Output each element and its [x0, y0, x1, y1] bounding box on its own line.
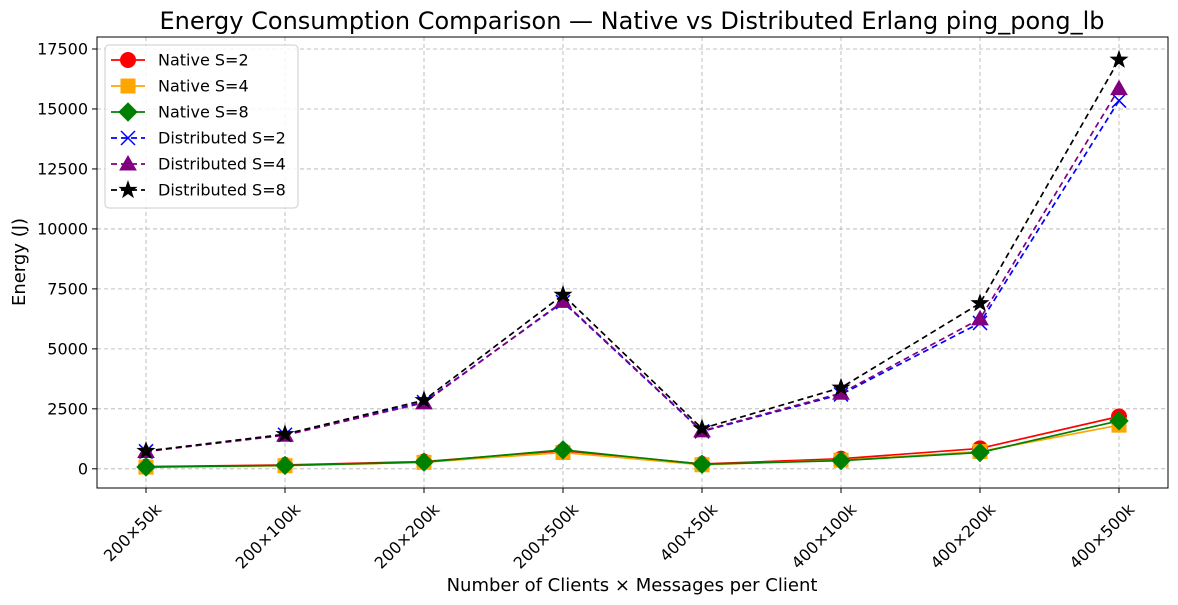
data-point [970, 293, 990, 312]
y-tick-label: 0 [78, 459, 88, 478]
legend-marker [118, 102, 138, 122]
chart-title: Energy Consumption Comparison — Native v… [159, 7, 1104, 35]
data-point [1110, 79, 1128, 96]
data-point [831, 450, 851, 471]
x-tick-label: 400×50k [656, 499, 722, 565]
legend-marker [118, 179, 138, 199]
legend-marker [119, 154, 137, 171]
x-tick-label: 200×50k [100, 499, 166, 565]
y-tick-label: 7500 [47, 279, 88, 298]
legend-box [104, 44, 299, 209]
y-tick-label: 10000 [37, 219, 88, 238]
series-line [145, 59, 1120, 452]
data-point [831, 377, 851, 396]
legend-marker [120, 78, 136, 94]
x-tick-label: 400×100k [788, 499, 861, 572]
legend-marker [120, 52, 136, 68]
x-axis-label: Number of Clients × Messages per Client [447, 575, 818, 596]
legend-marker [120, 130, 136, 146]
data-point [970, 442, 990, 463]
plot-frame [96, 36, 1169, 489]
x-tick-label: 200×200k [371, 499, 444, 572]
data-point [1109, 411, 1129, 431]
x-axis-ticks: 200×50k 200×100k 200×200k 200×500k 400×50k 40… [100, 488, 1139, 573]
data-point [136, 457, 156, 477]
y-axis-ticks: 0 2500 5000 7500 10000 12500 15000 17500 [37, 39, 97, 478]
legend: Native S=2 Native S=4 Native S=8 Distribute… [104, 44, 299, 209]
data-point [553, 440, 573, 460]
series-5 [136, 49, 1129, 460]
y-axis-label: Energy (J) [9, 218, 30, 306]
y-tick-label: 17500 [37, 39, 88, 58]
legend-label: Distributed S=2 [158, 129, 286, 148]
x-tick-label: 400×500k [1066, 499, 1139, 572]
data-point [414, 390, 434, 409]
data-point [553, 284, 573, 303]
data-point [692, 418, 712, 437]
legend-item: Distributed S=2 [111, 129, 286, 148]
legend-item: Distributed S=8 [111, 179, 286, 200]
data-point [414, 452, 434, 472]
series-line [145, 88, 1120, 453]
data-point [1111, 93, 1127, 109]
legend-label: Native S=4 [158, 77, 249, 96]
series-line [145, 420, 1120, 468]
legend-label: Native S=8 [158, 103, 249, 122]
x-tick-label: 200×500k [510, 499, 583, 572]
data-point [971, 309, 989, 326]
x-tick-label: 400×200k [927, 499, 1000, 572]
y-tick-label: 5000 [47, 339, 88, 358]
legend-label: Distributed S=8 [158, 181, 286, 200]
data-point [136, 441, 156, 460]
y-tick-label: 12500 [37, 159, 88, 178]
series-2 [136, 411, 1129, 477]
legend-item: Native S=8 [111, 102, 249, 122]
x-tick-label: 200×100k [232, 499, 305, 572]
legend-label: Distributed S=4 [158, 155, 286, 174]
legend-item: Native S=2 [111, 51, 249, 70]
data-point [1109, 49, 1129, 68]
data-point [275, 455, 295, 476]
y-tick-label: 15000 [37, 99, 88, 118]
data-point [275, 424, 295, 443]
legend-item: Native S=4 [111, 77, 249, 96]
y-tick-label: 2500 [47, 399, 88, 418]
series-layer [136, 49, 1129, 477]
legend-item: Distributed S=4 [111, 155, 286, 174]
legend-label: Native S=2 [158, 51, 249, 70]
data-point [692, 454, 712, 474]
